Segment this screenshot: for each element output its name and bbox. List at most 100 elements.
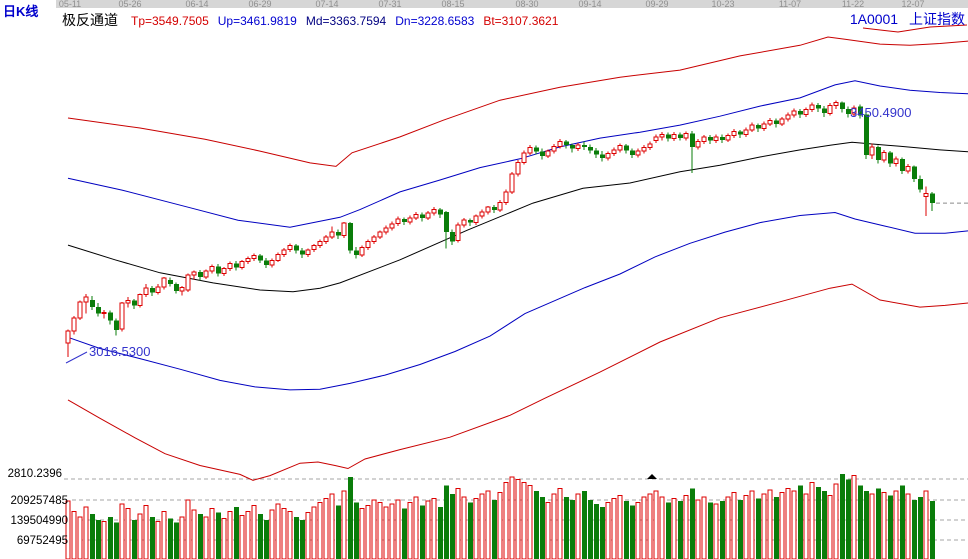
volume-bar (545, 502, 551, 559)
volume-bar (179, 516, 185, 559)
volume-bar (492, 499, 497, 559)
low-label-leader (65, 351, 88, 364)
candle-body (540, 151, 545, 156)
low-price-label: 3016.5300 (89, 344, 150, 359)
date-tick-label: 12-07 (901, 0, 925, 9)
volume-bar (251, 505, 257, 559)
volume-bar (551, 493, 557, 559)
candle-body (431, 209, 437, 214)
volume-bar (413, 496, 419, 559)
volume-bar (930, 501, 935, 559)
volume-bar (641, 496, 647, 559)
candle-body (653, 136, 659, 141)
candle-body (570, 145, 575, 149)
volume-bar (900, 485, 905, 559)
candle-body (485, 206, 491, 213)
channel-line-dn (67, 211, 968, 391)
candle-body (108, 312, 113, 321)
candle-body (185, 274, 191, 291)
volume-bar (540, 496, 545, 559)
candle-body (509, 173, 515, 193)
candle-body (600, 154, 605, 159)
volume-bar (323, 497, 329, 559)
candle-body (731, 131, 737, 137)
volume-bar (497, 492, 503, 559)
volume-bar (678, 501, 683, 559)
candle-body (708, 136, 713, 141)
volume-bar (720, 501, 725, 559)
candle-body (791, 110, 797, 116)
volume-bar (701, 496, 707, 559)
candle-body (96, 307, 101, 314)
volume-bar (341, 490, 347, 559)
candle-body (473, 215, 479, 224)
candle-body (221, 268, 227, 274)
date-tick-label: 06-29 (248, 0, 272, 9)
volume-bar (690, 488, 695, 559)
volume-bar (275, 503, 281, 559)
candle-body (564, 141, 569, 146)
symbol-name: 上证指数 (909, 11, 965, 27)
channel-line-up (67, 80, 968, 228)
volume-bar (119, 503, 125, 559)
candle-body (329, 231, 335, 238)
candle-body (635, 150, 641, 156)
candle-body (311, 245, 317, 251)
price-axis-label: 2810.2396 (8, 468, 62, 480)
volume-bar (695, 499, 701, 559)
candle-body (402, 219, 407, 222)
candle-body (695, 141, 701, 148)
candle-body (756, 125, 761, 129)
volume-bar (803, 493, 809, 559)
candle-body (305, 249, 311, 256)
candle-body (683, 132, 689, 139)
indicator-name[interactable]: 极反通道 (62, 12, 118, 28)
volume-bar (198, 514, 203, 559)
volume-bar (822, 491, 827, 559)
volume-bar (779, 492, 785, 559)
volume-bar (798, 485, 803, 559)
volume-bar (617, 494, 623, 559)
volume-bar (161, 510, 167, 559)
period-label[interactable]: 日K线 (3, 4, 39, 19)
candle-body (413, 213, 419, 219)
candle-body (617, 145, 623, 151)
candle-body (876, 146, 881, 160)
candle-body (119, 302, 125, 330)
volume-bar (743, 494, 749, 559)
volume-bar (65, 500, 71, 559)
candle-body (294, 245, 299, 251)
date-tick-label: 05-26 (118, 0, 142, 9)
volume-bar (371, 499, 377, 559)
volume-bar (348, 476, 353, 559)
volume-bar (725, 496, 731, 559)
candle-body (869, 146, 875, 156)
indicator-value-md: Md=3363.7594 (305, 14, 387, 28)
candle-body (521, 152, 527, 163)
volume-bar (738, 499, 743, 559)
volume-bar (425, 500, 431, 559)
date-tick-label: 06-14 (185, 0, 209, 9)
candle-body (371, 236, 377, 243)
volume-bar (137, 513, 143, 559)
candle-body (65, 330, 71, 344)
volume-bar (455, 487, 461, 559)
candle-body (605, 152, 611, 159)
candle-body (114, 320, 119, 331)
candle-body (701, 136, 707, 143)
volume-bar (90, 514, 95, 559)
candle-body (71, 317, 77, 332)
annotation-triangle (647, 474, 657, 479)
volume-bar (287, 510, 293, 559)
candle-body (287, 245, 293, 251)
symbol-box[interactable]: 1A0001 上证指数 (850, 9, 965, 29)
candle-body (227, 262, 233, 270)
volume-bar (630, 505, 635, 559)
candle-body (833, 102, 839, 107)
volume-bar (77, 516, 83, 559)
candle-body (918, 178, 923, 190)
volume-bar (155, 520, 161, 559)
candle-body (846, 109, 851, 114)
candle-body (647, 143, 653, 148)
